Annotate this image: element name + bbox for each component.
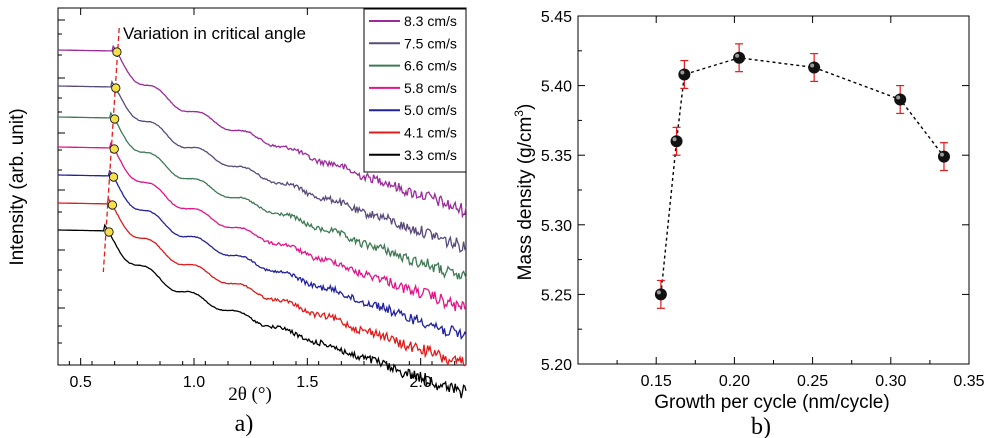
density-points <box>654 51 950 301</box>
panel-a-plot-frame <box>57 7 467 366</box>
critical-angle-marker <box>111 83 121 93</box>
xrr-curve-66cms <box>58 111 467 280</box>
density-point-highlight <box>672 137 677 142</box>
panel-b-y-label-main: Mass density (g/cm <box>515 117 536 281</box>
density-point-highlight <box>810 63 815 68</box>
density-point <box>654 288 667 301</box>
panel-a-chart: 0.5 1.0 1.5 2.0 Variation in critical angle… <box>7 7 467 437</box>
panel-b-ticks: 0.15 0.20 0.25 0.30 0.35 5.20 5.25 5.30 5.35 5.40… <box>541 9 985 390</box>
panel-a-curves <box>58 44 467 399</box>
panel-b-x-tick-label: 0.30 <box>875 373 906 390</box>
legend-label: 7.5 cm/s <box>404 35 457 51</box>
density-point-highlight <box>680 70 685 75</box>
legend-label: 5.8 cm/s <box>404 80 457 96</box>
critical-angle-annotation: Variation in critical angle <box>123 24 306 43</box>
panel-b-y-tick-label: 5.35 <box>541 148 572 165</box>
panel-b-y-tick-label: 5.25 <box>541 287 572 304</box>
density-trend-line <box>660 57 945 295</box>
legend-label: 3.3 cm/s <box>404 147 457 163</box>
density-point <box>937 150 950 163</box>
panel-b-chart: 0.15 0.20 0.25 0.30 0.35 5.20 5.25 5.30 5.35 5.40… <box>512 9 985 438</box>
critical-angle-marker <box>107 200 118 210</box>
panel-b-y-label-end: ) <box>515 104 536 110</box>
density-point-highlight <box>896 95 901 100</box>
panel-b-plot-frame <box>577 15 970 365</box>
legend-label: 4.1 cm/s <box>404 125 457 141</box>
error-bars <box>656 43 948 309</box>
density-point-highlight <box>656 290 661 295</box>
xrr-curve-83cms <box>58 44 467 219</box>
density-point-highlight <box>939 152 944 157</box>
legend-label: 6.6 cm/s <box>404 58 457 74</box>
critical-angle-marker <box>104 227 114 237</box>
critical-angle-marker <box>109 144 119 154</box>
critical-angle-marker <box>108 172 119 182</box>
xrr-curve-75cms <box>58 79 467 254</box>
panel-b-y-tick-label: 5.30 <box>541 218 572 235</box>
panel-a-y-axis-label: Intensity (arb. unit) <box>7 108 28 265</box>
panel-a-legend: 8.3 cm/s 7.5 cm/s 6.6 cm/s 5.8 cm/s 5.0 cm/s… <box>363 8 467 173</box>
panel-a-label: a) <box>235 411 254 437</box>
panel-b-y-axis-label: Mass density (g/cm3) <box>512 104 536 281</box>
critical-angle-marker <box>110 114 120 124</box>
density-point <box>808 61 821 74</box>
panel-a-x-tick-label: 1.5 <box>296 374 318 391</box>
xrr-curve-33cms <box>58 223 467 399</box>
density-point <box>733 51 746 64</box>
xrr-curve-50cms <box>58 169 467 340</box>
panel-b-x-tick-label: 0.35 <box>953 373 984 390</box>
xrr-curve-41cms <box>58 197 467 367</box>
critical-angle-markers <box>104 47 122 237</box>
xrr-curve-58cms <box>58 141 467 312</box>
panel-b-y-tick-label: 5.40 <box>541 79 572 96</box>
critical-angle-marker <box>112 47 122 57</box>
density-point <box>678 68 691 81</box>
panel-b-x-axis-label: Growth per cycle (nm/cycle) <box>654 392 889 413</box>
panel-b-x-tick-label: 0.20 <box>719 373 750 390</box>
legend-label: 5.0 cm/s <box>404 102 457 118</box>
density-point-highlight <box>735 53 740 58</box>
density-point <box>670 135 683 148</box>
panel-b-x-tick-label: 0.25 <box>797 373 828 390</box>
panel-b-x-tick-label: 0.15 <box>641 373 672 390</box>
density-point <box>894 93 907 106</box>
legend-box <box>363 8 467 173</box>
panel-b-y-tick-label: 5.45 <box>541 9 572 26</box>
panel-b-y-tick-label: 5.20 <box>541 357 572 374</box>
panel-a-x-axis-label: 2θ (°) <box>228 384 272 405</box>
panel-b-y-label-sup: 3 <box>512 110 526 117</box>
panel-a-x-tick-label: 0.5 <box>70 374 92 391</box>
legend-label: 8.3 cm/s <box>404 13 457 29</box>
panel-a-x-tick-label: 1.0 <box>183 374 205 391</box>
panel-b-label: b) <box>751 414 771 438</box>
